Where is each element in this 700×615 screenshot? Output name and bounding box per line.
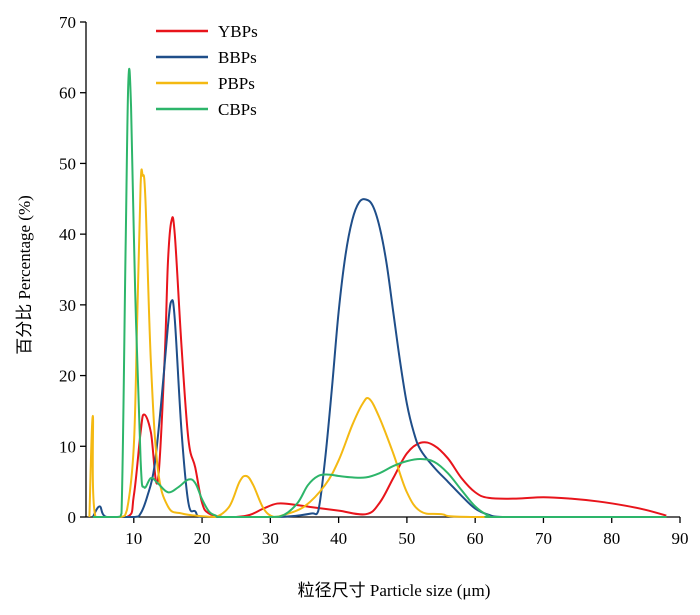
y-tick-label: 20 [59,367,76,386]
y-tick-label: 60 [59,84,76,103]
legend-label-pbps: PBPs [218,74,255,93]
y-tick-label: 50 [59,154,76,173]
x-tick-label: 20 [194,529,211,548]
y-tick-label: 10 [59,437,76,456]
legend-label-bbps: BBPs [218,48,257,67]
x-tick-label: 60 [467,529,484,548]
x-tick-label: 10 [125,529,142,548]
series-line-cbps [92,67,667,519]
legend-label-cbps: CBPs [218,100,257,119]
series-lines [88,67,667,519]
x-tick-label: 80 [603,529,620,548]
x-tick-label: 90 [672,529,689,548]
y-tick-label: 40 [59,225,76,244]
y-tick-label: 30 [59,296,76,315]
series-line-bbps [91,198,667,519]
series-line-ybps [92,216,667,518]
x-tick-label: 50 [398,529,415,548]
legend: YBPs BBPs PBPs CBPs [156,22,258,119]
y-axis-title: 百分比 Percentage (%) [15,195,34,355]
series-line-pbps [88,168,667,518]
x-tick-label: 40 [330,529,347,548]
legend-label-ybps: YBPs [218,22,258,41]
x-tick-label: 70 [535,529,552,548]
x-tick-label: 30 [262,529,279,548]
x-axis-title: 粒径尺寸 Particle size (μm) [298,581,491,600]
y-tick-label: 70 [59,13,76,32]
axes: 0 10 20 30 40 50 60 70 10 20 30 40 50 60 70 80 90 [59,13,689,548]
y-tick-label: 0 [68,508,77,527]
